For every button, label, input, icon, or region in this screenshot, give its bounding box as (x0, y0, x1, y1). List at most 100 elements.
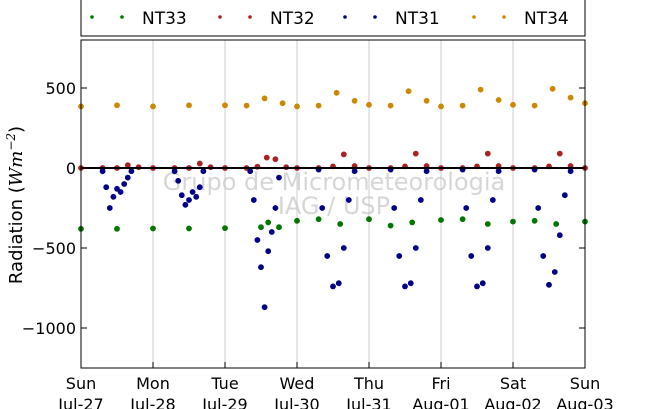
point-NT33-8 (294, 217, 300, 224)
y-tick-label-1: 0 (66, 159, 76, 178)
point-NT31-45 (468, 253, 475, 259)
point-NT34-9 (315, 102, 322, 109)
y-axis-label-unit: Wm (6, 151, 27, 187)
point-NT31-22 (261, 304, 268, 311)
point-NT31-0 (99, 168, 106, 175)
point-NT31-33 (345, 197, 352, 203)
watermark-line-1: Grupo de Micrometeorologia (163, 168, 505, 196)
point-NT33-3 (186, 225, 192, 232)
point-NT33-6 (265, 219, 272, 226)
point-NT33-13 (409, 219, 416, 226)
point-NT33-14 (438, 217, 444, 223)
point-NT33-15 (459, 216, 466, 223)
x-tick-date-1: Jul-28 (129, 395, 175, 409)
point-NT32-29 (484, 150, 491, 157)
legend-label-NT32: NT32 (270, 9, 315, 29)
point-NT34-8 (294, 103, 300, 110)
x-tick-date-3: Jul-30 (273, 395, 319, 409)
x-axis-ticks: Sun Jul-27 Mon Jul-28 Tue Jul-29 Wed Jul-30 Thu J… (57, 362, 614, 409)
point-NT34-16 (438, 103, 444, 110)
legend-marker-NT32 (218, 15, 222, 19)
point-NT31-36 (391, 205, 398, 211)
x-tick-weekday-5: Fri (431, 374, 450, 393)
point-NT31-1 (103, 184, 110, 191)
y-axis-label: Radiation (Wm−2) (4, 126, 27, 284)
point-NT31-49 (489, 197, 496, 203)
point-NT31-2 (106, 205, 113, 211)
point-NT33-4 (222, 225, 228, 232)
x-tick-weekday-4: Thu (353, 374, 384, 393)
legend-marker2-NT32 (248, 15, 252, 19)
x-tick-date-5: Aug-01 (412, 395, 469, 409)
point-NT31-4 (114, 185, 120, 192)
point-NT34-18 (477, 86, 484, 93)
point-NT31-9 (171, 168, 178, 175)
point-NT31-56 (556, 232, 563, 239)
point-NT31-21 (258, 264, 264, 271)
point-NT31-19 (250, 197, 257, 203)
point-NT34-10 (333, 89, 340, 96)
point-NT34-13 (387, 102, 394, 109)
x-tick-weekday-7: Sun (570, 374, 600, 393)
point-NT31-3 (110, 193, 117, 200)
point-NT33-9 (315, 216, 322, 223)
point-NT31-46 (474, 283, 480, 290)
x-tick-date-2: Jul-29 (201, 395, 247, 409)
series-NT31 (99, 166, 574, 311)
point-NT31-32 (340, 245, 347, 251)
legend-label-NT33: NT33 (142, 9, 187, 29)
point-NT33-18 (531, 217, 538, 224)
point-NT31-10 (175, 177, 182, 184)
point-NT34-11 (351, 97, 358, 104)
point-NT31-30 (330, 283, 336, 290)
point-NT31-53 (540, 253, 547, 259)
point-NT31-15 (193, 193, 200, 200)
point-NT31-17 (200, 168, 207, 175)
point-NT31-25 (272, 205, 279, 211)
point-NT31-7 (124, 174, 131, 181)
point-NT34-20 (510, 101, 516, 108)
point-NT31-42 (423, 168, 430, 175)
point-NT31-57 (561, 192, 568, 199)
point-NT31-14 (189, 189, 196, 195)
point-NT34-19 (495, 97, 502, 103)
x-tick-weekday-3: Wed (280, 374, 315, 393)
point-NT32-13 (263, 154, 270, 161)
point-NT31-11 (178, 192, 185, 199)
point-NT31-37 (396, 253, 403, 259)
series-NT34 (78, 85, 588, 110)
point-NT31-26 (276, 174, 282, 181)
point-NT34-22 (549, 85, 556, 92)
legend-label-NT31: NT31 (395, 9, 440, 29)
point-NT33-12 (387, 222, 394, 229)
point-NT31-58 (567, 168, 574, 175)
x-tick-weekday-2: Tue (210, 374, 238, 393)
y-axis-ticks: 500 0 −500 −1000 (22, 79, 585, 338)
x-tick-weekday-0: Sun (66, 374, 96, 393)
point-NT34-21 (531, 102, 538, 109)
point-NT31-13 (186, 197, 192, 203)
point-NT34-1 (114, 102, 120, 109)
point-NT31-34 (351, 168, 358, 175)
point-NT33-1 (114, 225, 120, 232)
x-tick-date-7: Aug-03 (556, 395, 613, 409)
plot-frame (80, 39, 586, 369)
x-tick-weekday-1: Mon (136, 374, 170, 393)
x-tick-date-4: Jul-31 (345, 395, 391, 409)
legend-marker2-NT34 (502, 15, 506, 19)
point-NT32-34 (556, 150, 563, 157)
point-NT31-41 (417, 197, 424, 203)
point-NT31-18 (247, 168, 254, 175)
legend-box (80, 0, 586, 37)
point-NT32-24 (412, 150, 419, 157)
point-NT33-2 (150, 225, 156, 232)
point-NT34-3 (186, 102, 192, 109)
point-NT31-48 (484, 245, 491, 251)
point-NT31-50 (495, 168, 502, 175)
point-NT31-39 (407, 280, 414, 287)
point-NT33-10 (337, 221, 344, 227)
point-NT32-14 (272, 156, 279, 163)
point-NT31-12 (182, 201, 189, 208)
legend: NT33 NT32 NT31 NT34 (90, 9, 569, 29)
y-tick-label-2: −500 (32, 239, 76, 258)
